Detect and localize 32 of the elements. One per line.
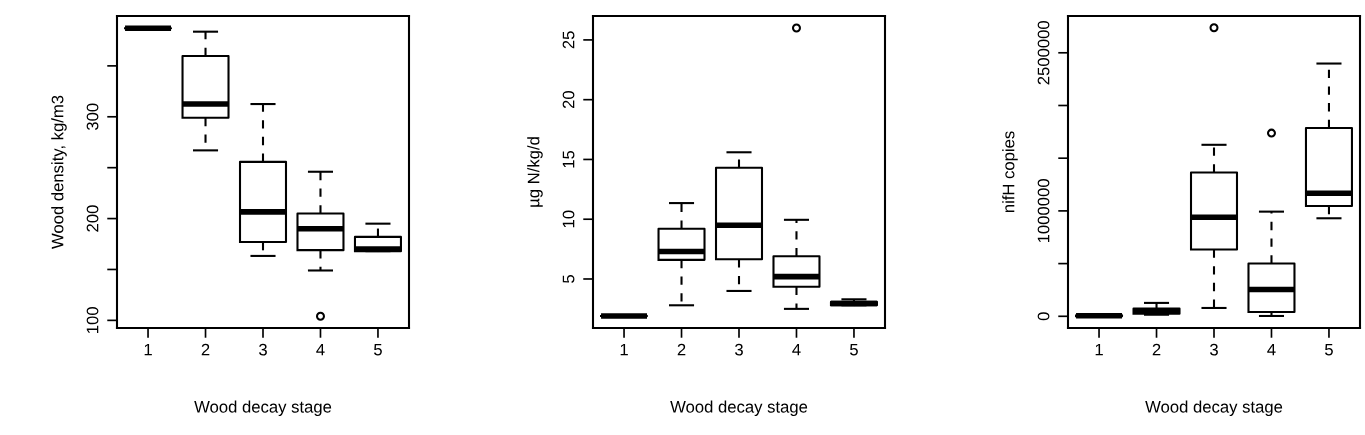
x-axis-title: Wood decay stage [1145, 400, 1283, 417]
x-tick-label: 2 [201, 343, 210, 356]
x-tick-label: 5 [849, 343, 858, 356]
x-tick-label: 2 [677, 343, 686, 356]
x-tick-label: 1 [620, 343, 628, 356]
x-tick-label: 4 [792, 343, 801, 356]
x-tick-label: 1 [1095, 343, 1103, 356]
x-tick-label: 5 [1324, 343, 1333, 356]
x-tick-label: 2 [1152, 343, 1161, 356]
y-tick-label: 0 [1037, 312, 1050, 321]
x-tick-label: 3 [735, 343, 743, 356]
x-tick-label: 1 [144, 343, 152, 356]
x-tick-label: 3 [259, 343, 267, 356]
y-axis-title: µg N/kg/d [527, 137, 543, 207]
y-tick-label: 15 [562, 150, 575, 168]
y-axis-title: Wood density, kg/m3 [51, 95, 67, 249]
y-tick-label: 300 [86, 103, 99, 131]
y-tick-label: 1000000 [1037, 179, 1050, 243]
x-tick-label: 5 [373, 343, 382, 356]
y-tick-label: 20 [562, 91, 575, 109]
y-tick-label: 100 [86, 307, 99, 333]
x-tick-label: 3 [1210, 343, 1218, 356]
x-tick-label: 4 [1267, 343, 1276, 356]
x-tick-label: 4 [316, 343, 325, 356]
y-tick-label: 10 [562, 210, 575, 228]
y-axis-title: nifH copies [1002, 131, 1018, 213]
x-axis-title: Wood decay stage [194, 400, 332, 417]
y-tick-label: 2500000 [1037, 20, 1050, 85]
y-tick-label: 200 [86, 205, 99, 232]
y-tick-label: 25 [562, 31, 575, 49]
y-tick-label: 5 [562, 275, 575, 283]
x-axis-title: Wood decay stage [670, 400, 808, 417]
